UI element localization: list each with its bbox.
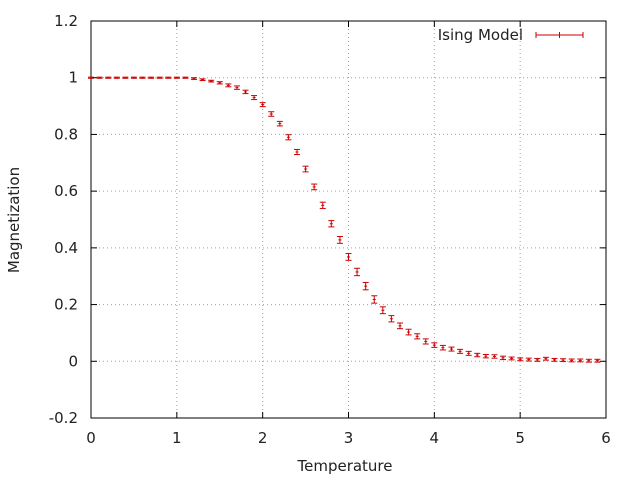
x-tick-label: 6 — [601, 429, 611, 447]
data-point — [302, 165, 309, 173]
data-point — [294, 148, 300, 156]
data-point — [122, 76, 129, 79]
data-point — [319, 201, 326, 209]
data-point — [465, 350, 472, 356]
data-point — [88, 76, 94, 79]
data-point — [251, 95, 258, 101]
data-point — [500, 355, 506, 361]
data-point — [96, 76, 103, 79]
x-tick-label: 3 — [344, 429, 354, 447]
data-point — [439, 344, 446, 351]
data-point — [182, 76, 189, 79]
data-point — [448, 346, 455, 352]
data-point — [568, 358, 575, 363]
data-point — [482, 353, 489, 359]
data-point — [268, 111, 275, 117]
data-point — [388, 315, 395, 323]
data-series — [88, 76, 601, 363]
y-tick-label: 0 — [68, 352, 78, 370]
data-point — [474, 352, 481, 358]
data-point — [362, 281, 369, 291]
data-point — [276, 120, 283, 127]
data-point — [216, 81, 223, 85]
x-axis-label: Temperature — [296, 457, 392, 475]
legend-label: Ising Model — [438, 26, 523, 44]
data-point — [577, 358, 584, 363]
x-tick-label: 1 — [172, 429, 182, 447]
x-tick-label: 5 — [515, 429, 525, 447]
data-point — [585, 358, 592, 363]
data-point — [233, 85, 240, 90]
x-tick-label: 2 — [258, 429, 268, 447]
y-tick-label: 1.2 — [54, 12, 78, 30]
legend-swatch — [535, 32, 584, 38]
data-point — [457, 348, 464, 354]
data-point — [156, 76, 163, 79]
x-tick-label: 0 — [86, 429, 96, 447]
data-point — [345, 253, 352, 261]
data-point — [491, 354, 498, 359]
y-tick-labels: -0.2 0 0.2 0.4 0.6 0.8 1 1.2 — [49, 12, 78, 427]
y-tick-label: 0.8 — [54, 125, 78, 143]
data-point — [508, 356, 515, 361]
data-point — [336, 236, 343, 244]
data-point — [371, 295, 378, 304]
x-tick-label: 4 — [430, 429, 440, 447]
data-point — [173, 76, 180, 79]
data-point — [148, 76, 155, 79]
data-point — [225, 83, 232, 88]
data-point — [191, 77, 197, 80]
x-tick-labels: 0 1 2 3 4 5 6 — [86, 429, 611, 447]
y-tick-label: 1 — [68, 69, 78, 87]
data-point — [208, 79, 215, 83]
y-tick-label: 0.6 — [54, 182, 78, 200]
data-point — [525, 357, 532, 362]
data-point — [199, 78, 206, 82]
data-point — [105, 76, 112, 79]
y-axis-label: Magnetization — [5, 167, 23, 273]
y-tick-label: -0.2 — [49, 409, 78, 427]
data-point — [405, 328, 412, 336]
data-point — [422, 338, 429, 345]
data-point — [431, 342, 438, 348]
data-point — [379, 306, 386, 315]
data-point — [517, 357, 524, 362]
data-point — [311, 183, 318, 191]
data-point — [397, 322, 403, 330]
data-point — [594, 358, 601, 363]
data-point — [130, 76, 137, 79]
legend: Ising Model — [438, 26, 584, 44]
data-point — [259, 102, 266, 108]
data-point — [139, 76, 146, 79]
data-point — [113, 76, 120, 79]
data-point — [328, 220, 335, 228]
data-point — [560, 358, 567, 363]
data-point — [534, 357, 541, 362]
data-point — [242, 89, 249, 95]
y-tick-label: 0.4 — [54, 239, 78, 257]
data-point — [551, 357, 558, 362]
data-point — [414, 333, 421, 340]
y-tick-label: 0.2 — [54, 296, 78, 314]
data-point — [354, 267, 361, 277]
data-point — [542, 356, 549, 361]
data-point — [165, 76, 172, 79]
axis-ticks — [90, 20, 607, 419]
data-point — [285, 134, 292, 141]
